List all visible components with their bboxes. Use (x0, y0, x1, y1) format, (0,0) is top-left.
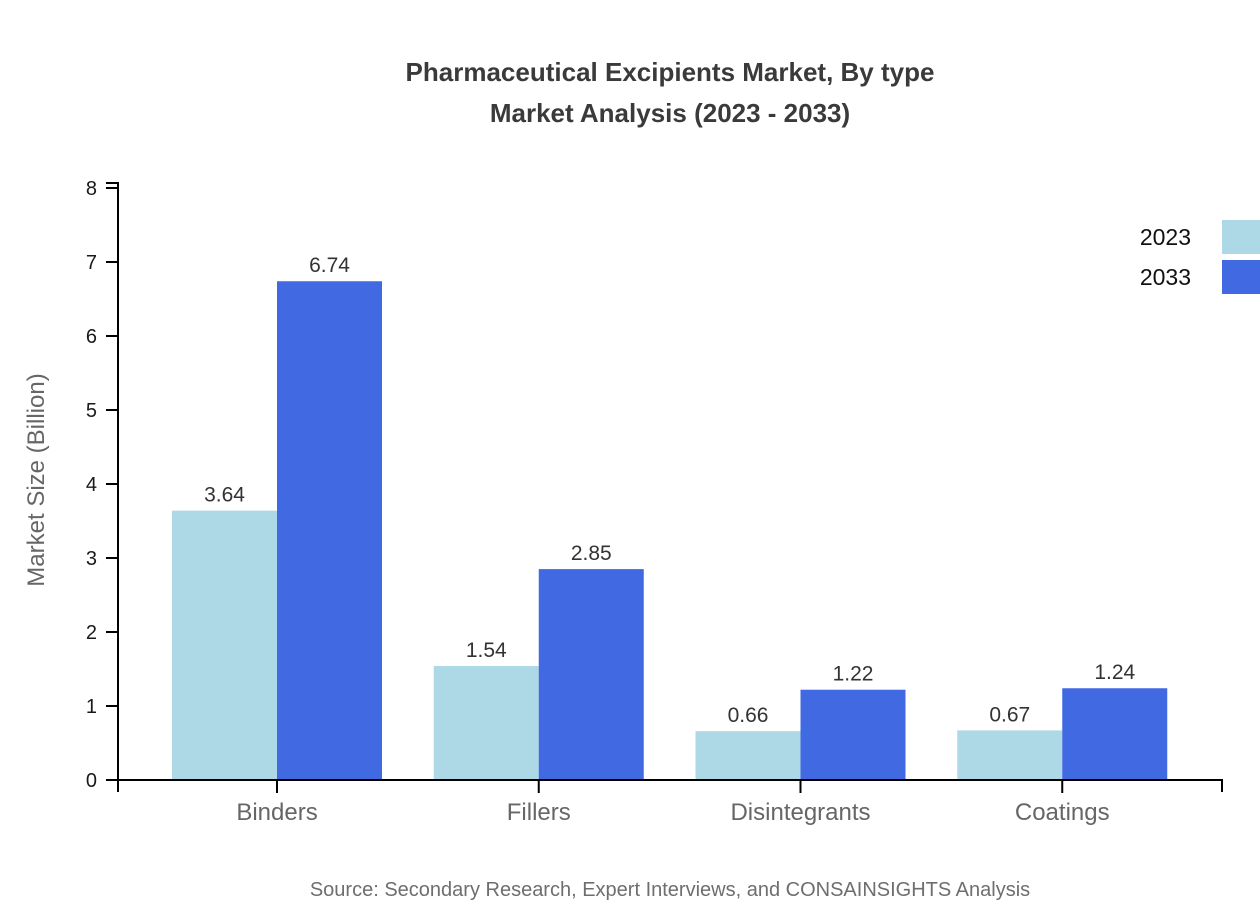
y-tick-label: 1 (86, 696, 97, 718)
y-tick-label: 8 (86, 178, 97, 200)
y-tick-label: 2 (86, 622, 97, 644)
x-axis-line (117, 779, 1223, 792)
y-tick-label: 3 (86, 548, 97, 570)
x-tick-label-fillers: Fillers (507, 799, 571, 826)
legend-swatch-2033 (1222, 260, 1260, 294)
value-label: 3.64 (204, 484, 245, 507)
y-tick-label: 0 (86, 770, 97, 792)
x-tick-label-disintegrants: Disintegrants (730, 799, 870, 826)
legend-label-2023: 2023 (1139, 223, 1191, 250)
bar-2033-disintegrants (800, 689, 906, 780)
value-label: 1.54 (466, 639, 507, 662)
bar-2023-fillers (433, 666, 539, 780)
legend-item-2023: 2023 (1140, 220, 1260, 254)
legend-label-2033: 2033 (1139, 263, 1191, 290)
legend-item-2033: 2033 (1140, 260, 1260, 294)
value-label: 6.74 (309, 254, 350, 277)
value-label: 1.22 (833, 663, 874, 686)
x-tick-label-coatings: Coatings (1015, 799, 1110, 826)
legend: 2023 2033 (1140, 220, 1260, 294)
y-tick-label: 7 (86, 252, 97, 274)
bar-2033-binders (277, 281, 382, 780)
bar-2033-coatings (1062, 688, 1168, 780)
value-label: 2.85 (571, 542, 612, 565)
legend-swatch-2023 (1222, 220, 1260, 254)
x-tick-label-binders: Binders (236, 799, 317, 826)
y-tick-label: 4 (86, 474, 97, 496)
bar-2023-binders (172, 510, 277, 780)
chart-title: Pharmaceutical Excipients Market, By typ… (80, 52, 1260, 134)
y-tick-label: 6 (86, 326, 97, 348)
y-tick-label: 5 (86, 400, 97, 422)
bar-2023-disintegrants (695, 731, 801, 780)
y-axis-line (106, 182, 119, 780)
bar-2033-fillers (538, 569, 644, 780)
value-label: 1.24 (1094, 661, 1135, 684)
chart-title-line-2: Market Analysis (2023 - 2033) (489, 98, 851, 128)
chart-title-line-1: Pharmaceutical Excipients Market, By typ… (405, 57, 935, 87)
source-note: Source: Secondary Research, Expert Inter… (309, 879, 1031, 901)
value-label: 0.67 (989, 703, 1030, 726)
bar-2023-coatings (957, 730, 1063, 780)
value-label: 0.66 (728, 704, 769, 727)
